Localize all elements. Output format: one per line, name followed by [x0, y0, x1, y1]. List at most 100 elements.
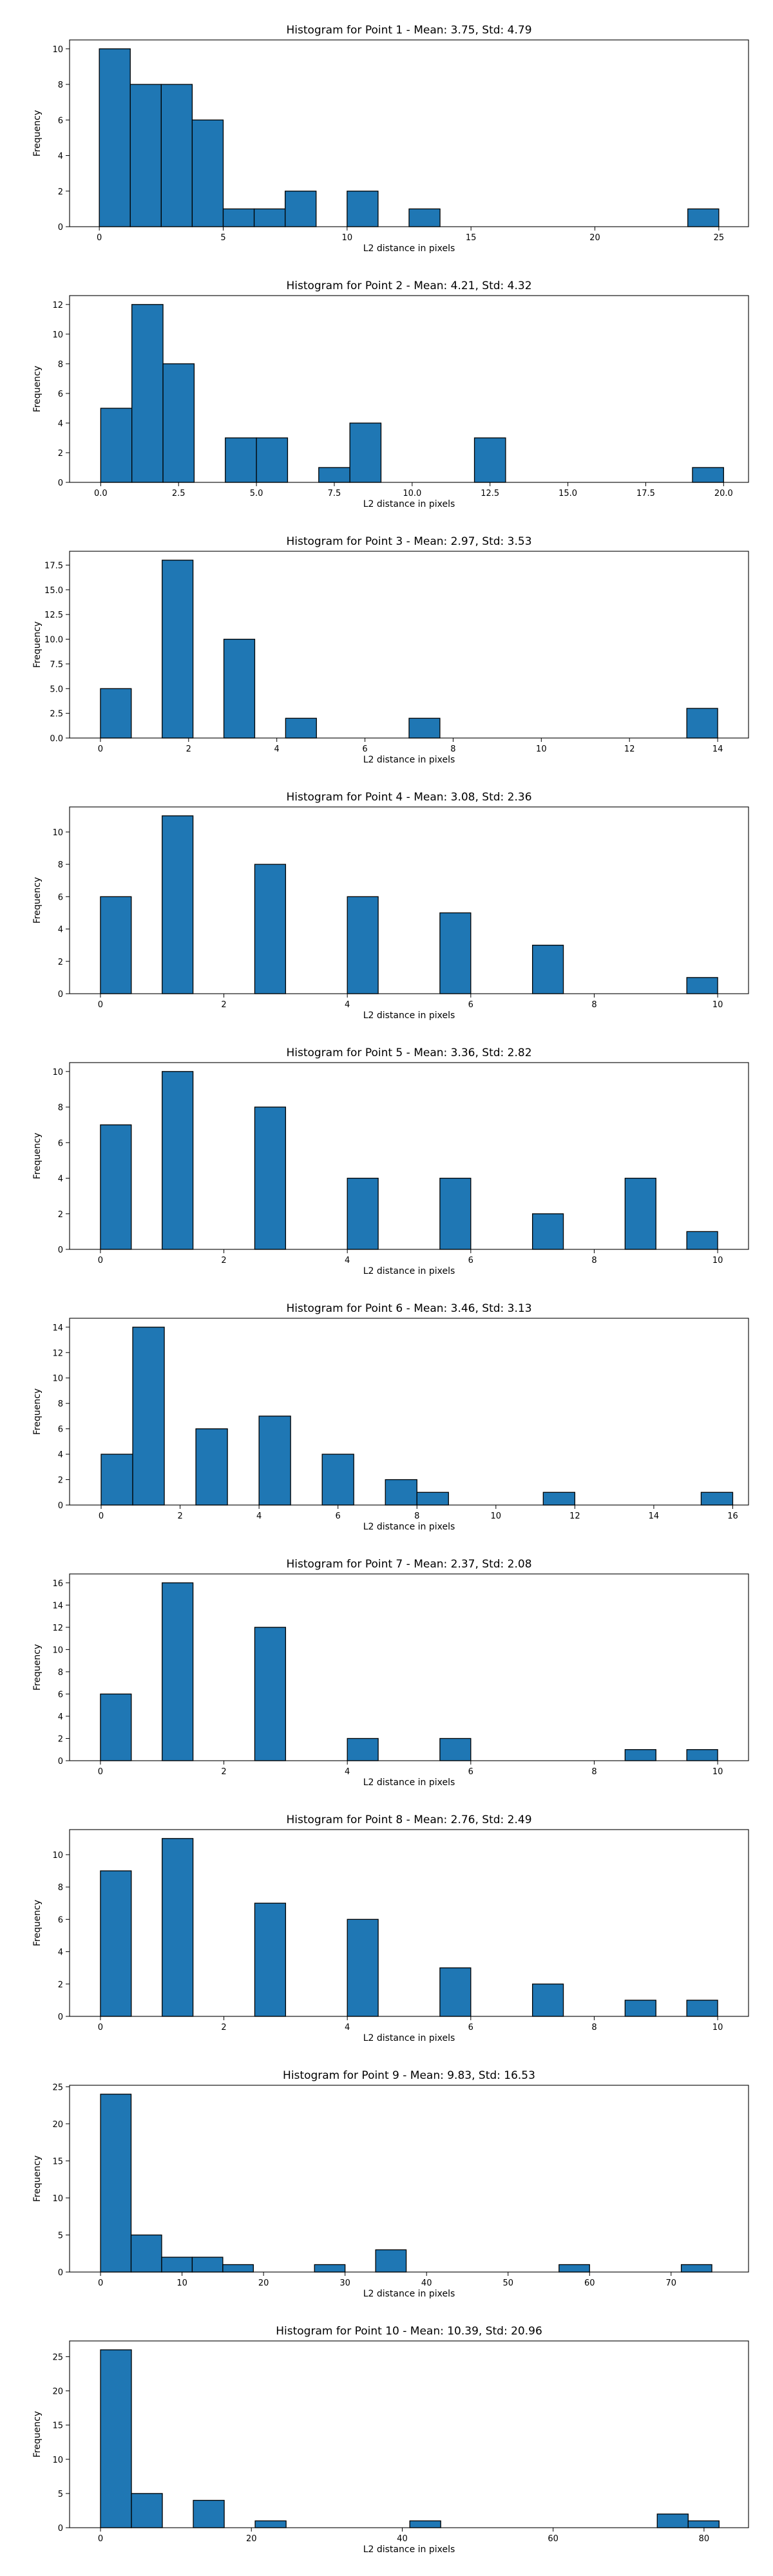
histogram-bar — [314, 2264, 346, 2273]
plot-frame — [69, 295, 749, 483]
histogram-bar — [385, 1479, 417, 1506]
x-tick-label: 10 — [712, 1256, 723, 1265]
chart-title: Histogram for Point 8 - Mean: 2.76, Std:… — [286, 1814, 531, 1826]
x-tick-label: 2 — [221, 2023, 226, 2032]
y-tick-label: 10 — [52, 2194, 63, 2204]
plot-frame — [69, 806, 749, 994]
x-tick-label: 40 — [397, 2534, 408, 2544]
chart-title: Histogram for Point 3 - Mean: 2.97, Std:… — [286, 535, 531, 548]
plot-frame — [69, 1318, 749, 1506]
histogram-bar — [131, 2493, 163, 2528]
y-tick-label: 8 — [58, 360, 63, 370]
x-tick-label: 2.5 — [172, 489, 186, 498]
x-tick-label: 14 — [649, 1511, 660, 1521]
y-tick-label: 10 — [52, 1645, 63, 1655]
histogram-bar — [473, 437, 506, 483]
histogram-bar — [375, 2249, 407, 2273]
histogram-bar — [347, 1738, 379, 1761]
x-axis-label: L2 distance in pixels — [363, 243, 455, 254]
y-tick-label: 25 — [52, 2353, 63, 2362]
histogram-bar — [321, 1454, 354, 1506]
x-tick-label: 6 — [336, 1511, 341, 1521]
histogram-bar — [100, 408, 133, 483]
x-axis-label: L2 distance in pixels — [363, 1522, 455, 1532]
y-tick-label: 4 — [58, 1450, 63, 1460]
x-tick-label: 20 — [258, 2278, 269, 2288]
histogram-panel-6: Histogram for Point 6 - Mean: 3.46, Std:… — [32, 1302, 749, 1532]
y-axis-label: Frequency — [32, 877, 43, 923]
histogram-bar — [686, 1749, 718, 1761]
histogram-bar — [256, 437, 289, 483]
histogram-bar — [692, 467, 724, 483]
x-tick-label: 20 — [246, 2534, 257, 2544]
histogram-bar — [687, 208, 720, 227]
histogram-bar — [439, 1738, 472, 1761]
y-tick-label: 14 — [52, 1323, 63, 1333]
histogram-bar — [254, 864, 287, 994]
x-axis-label: L2 distance in pixels — [363, 1010, 455, 1021]
x-tick-label: 0 — [98, 1767, 103, 1777]
chart-title: Histogram for Point 1 - Mean: 3.75, Std:… — [286, 24, 531, 37]
x-tick-label: 10 — [712, 2023, 723, 2032]
x-tick-label: 6 — [362, 744, 367, 754]
y-tick-label: 6 — [58, 1139, 63, 1148]
histogram-bar — [223, 638, 256, 739]
histogram-bar — [624, 1177, 656, 1250]
histogram-bar — [131, 304, 164, 483]
histogram-panel-4: Histogram for Point 4 - Mean: 3.08, Std:… — [32, 791, 749, 1021]
histogram-bar — [100, 1124, 132, 1250]
x-tick-label: 70 — [666, 2278, 677, 2288]
y-axis-label: Frequency — [32, 1644, 43, 1690]
x-tick-label: 40 — [421, 2278, 432, 2288]
y-axis-label: Frequency — [32, 366, 43, 412]
y-tick-label: 0 — [58, 478, 63, 488]
histogram-bar — [347, 1177, 379, 1250]
y-tick-label: 12.5 — [44, 611, 63, 620]
y-tick-label: 5.0 — [50, 685, 63, 694]
histogram-bar — [100, 2349, 132, 2528]
histogram-bar — [687, 2520, 720, 2528]
x-tick-label: 4 — [274, 744, 280, 754]
x-tick-label: 20 — [589, 233, 600, 243]
histogram-bar — [161, 2257, 193, 2273]
x-axis-label: L2 distance in pixels — [363, 1266, 455, 1276]
x-tick-label: 0 — [99, 1511, 104, 1521]
y-tick-label: 4 — [58, 1712, 63, 1722]
plot-frame — [69, 551, 749, 739]
x-tick-label: 60 — [548, 2534, 558, 2544]
histogram-bar — [409, 2520, 441, 2528]
y-tick-label: 7.5 — [50, 660, 63, 670]
histogram-bar — [254, 1106, 287, 1250]
x-tick-label: 0 — [98, 1000, 103, 1010]
histogram-bar — [100, 896, 132, 994]
x-tick-label: 8 — [591, 1767, 596, 1777]
y-tick-label: 8 — [58, 860, 63, 870]
x-tick-label: 4 — [345, 1000, 350, 1010]
x-tick-label: 14 — [712, 744, 723, 754]
y-axis-label: Frequency — [32, 2155, 43, 2202]
x-tick-label: 8 — [591, 1000, 596, 1010]
y-tick-label: 2 — [58, 187, 63, 197]
x-tick-label: 15 — [466, 233, 477, 243]
y-tick-label: 4 — [58, 1948, 63, 1958]
x-tick-label: 20.0 — [714, 489, 733, 498]
histogram-panel-10: Histogram for Point 10 - Mean: 10.39, St… — [32, 2325, 749, 2555]
histogram-bar — [349, 422, 382, 483]
x-tick-label: 25 — [714, 233, 725, 243]
y-axis-label: Frequency — [32, 1388, 43, 1435]
x-tick-label: 2 — [186, 744, 191, 754]
x-tick-label: 8 — [591, 1256, 596, 1265]
histogram-bar — [686, 977, 718, 994]
y-tick-label: 6 — [58, 893, 63, 902]
histogram-bar — [191, 119, 224, 227]
histogram-bar — [285, 191, 317, 227]
y-axis-label: Frequency — [32, 621, 43, 668]
histogram-bar — [439, 912, 472, 994]
histogram-bar — [408, 208, 441, 227]
y-tick-label: 2 — [58, 958, 63, 967]
y-tick-label: 10 — [52, 1851, 63, 1861]
x-tick-label: 10 — [342, 233, 353, 243]
histogram-panel-9: Histogram for Point 9 - Mean: 9.83, Std:… — [32, 2069, 749, 2299]
histogram-bar — [347, 896, 379, 994]
